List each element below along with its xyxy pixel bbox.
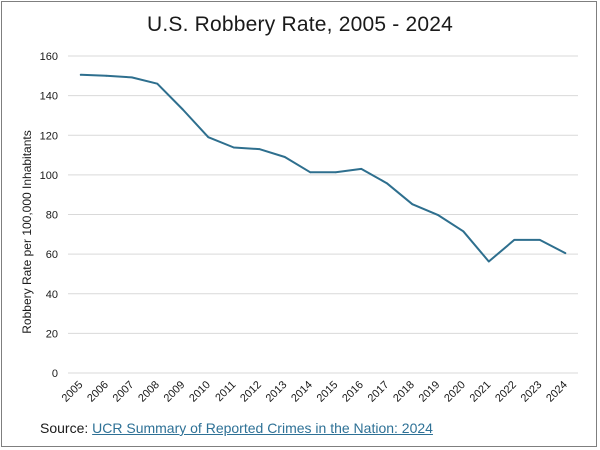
y-tick-label: 60: [46, 249, 58, 261]
source-label: Source:: [40, 420, 93, 436]
chart-title: U.S. Robbery Rate, 2005 - 2024: [146, 13, 453, 36]
y-tick-label: 80: [46, 210, 58, 222]
data-point: [385, 182, 388, 185]
y-tick-label: 140: [40, 91, 58, 103]
data-point: [207, 136, 210, 139]
data-point: [360, 168, 363, 170]
data-point: [181, 108, 184, 111]
x-tick-label: 2008: [136, 379, 162, 405]
data-point: [156, 82, 159, 85]
data-point: [130, 76, 133, 79]
x-tick-label: 2014: [289, 379, 315, 405]
data-point: [283, 156, 286, 158]
y-tick-label: 20: [46, 328, 58, 340]
data-point: [232, 146, 235, 149]
data-point: [411, 203, 414, 206]
x-tick-label: 2011: [213, 379, 238, 404]
y-tick-label: 100: [40, 170, 58, 182]
source-note: Source: UCR Summary of Reported Crimes i…: [40, 420, 433, 436]
gridlines: [68, 55, 578, 374]
x-axis-ticks: 2005 2006 2007 2008 2009 2010 2011 2012 2013 2014…: [60, 379, 570, 405]
x-tick-label: 2012: [238, 379, 264, 405]
x-tick-label: 2015: [315, 379, 341, 405]
x-tick-label: 2009: [162, 379, 188, 405]
data-point: [538, 238, 541, 241]
x-tick-label: 2020: [442, 379, 468, 405]
data-point: [334, 171, 337, 174]
data-point: [105, 74, 108, 77]
y-tick-label: 40: [46, 289, 58, 301]
x-tick-label: 2005: [60, 379, 86, 405]
data-point: [258, 148, 261, 151]
series: [79, 73, 567, 263]
x-tick-label: 2022: [493, 379, 519, 405]
x-tick-label: 2023: [519, 379, 545, 405]
y-tick-label: 160: [40, 51, 58, 63]
y-axis-ticks: 0 20 40 60 80 100 120 140 160: [40, 51, 58, 380]
y-axis-title: Robbery Rate per 100,000 Inhabitants: [20, 130, 34, 333]
data-point: [564, 252, 567, 255]
x-tick-label: 2016: [340, 379, 366, 405]
x-tick-label: 2010: [187, 379, 213, 405]
data-point: [462, 230, 465, 233]
x-tick-label: 2024: [544, 379, 570, 405]
x-tick-label: 2019: [417, 379, 443, 405]
x-tick-label: 2017: [366, 379, 392, 405]
x-tick-label: 2007: [111, 379, 137, 405]
data-point: [79, 73, 82, 76]
x-tick-label: 2018: [391, 379, 417, 405]
x-tick-label: 2013: [264, 379, 290, 405]
x-tick-label: 2006: [85, 379, 111, 405]
series-line: [79, 73, 567, 263]
data-point: [513, 238, 516, 241]
data-point: [436, 213, 439, 216]
y-tick-label: 120: [40, 130, 58, 142]
x-tick-label: 2021: [468, 379, 494, 405]
data-point: [309, 171, 312, 174]
y-tick-label: 0: [52, 368, 58, 380]
source-link[interactable]: UCR Summary of Reported Crimes in the Na…: [92, 420, 433, 436]
data-point: [487, 260, 490, 263]
